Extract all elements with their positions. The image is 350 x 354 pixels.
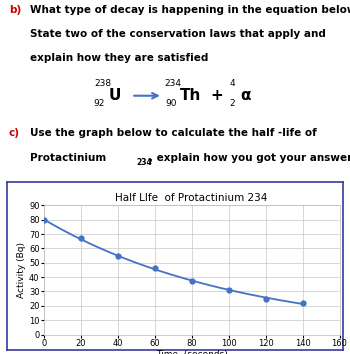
Text: Th: Th <box>180 87 202 103</box>
Text: α: α <box>240 87 250 103</box>
Text: Use the graph below to calculate the half -life of: Use the graph below to calculate the hal… <box>30 128 316 138</box>
Text: What type of decay is happening in the equation below?: What type of decay is happening in the e… <box>30 5 350 16</box>
Text: explain how they are satisfied: explain how they are satisfied <box>30 53 208 63</box>
X-axis label: Time  (seconds): Time (seconds) <box>156 350 228 354</box>
Text: 4: 4 <box>229 79 235 88</box>
Text: 238: 238 <box>94 79 112 88</box>
Text: 92: 92 <box>94 99 105 108</box>
Text: Protactinium: Protactinium <box>30 153 106 163</box>
Text: 234: 234 <box>136 158 152 167</box>
Title: Half LIfe  of Protactinium 234: Half LIfe of Protactinium 234 <box>116 193 268 203</box>
Text: U: U <box>108 87 121 103</box>
Text: 2: 2 <box>229 99 235 108</box>
Text: 90: 90 <box>166 99 177 108</box>
Text: 234: 234 <box>164 79 182 88</box>
Text: c): c) <box>9 128 20 138</box>
Text: , explain how you got your answer.: , explain how you got your answer. <box>149 153 350 163</box>
Text: +: + <box>210 87 223 103</box>
Text: b): b) <box>9 5 21 16</box>
Y-axis label: Activity (Bq): Activity (Bq) <box>17 242 26 298</box>
Text: State two of the conservation laws that apply and: State two of the conservation laws that … <box>30 29 326 39</box>
